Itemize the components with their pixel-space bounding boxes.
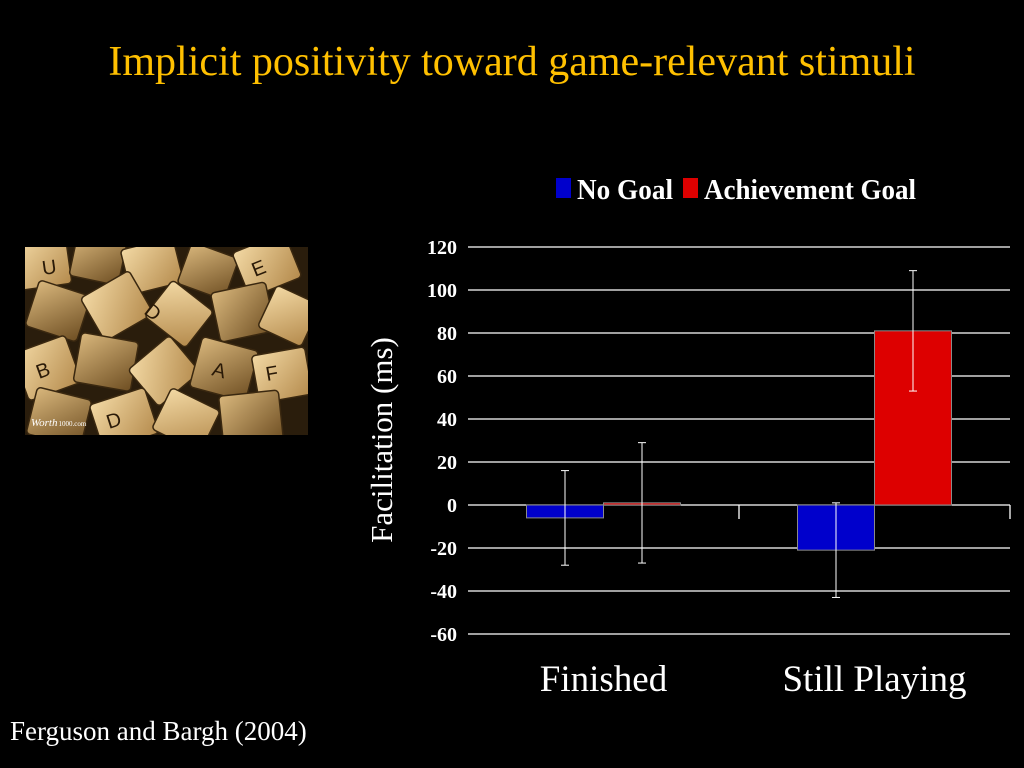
svg-text:D: D: [104, 408, 125, 433]
error-bar: [832, 502, 840, 598]
y-tick-label: -40: [430, 581, 457, 603]
legend-swatch-no-goal: [556, 178, 571, 198]
x-category-label: Still Playing: [782, 659, 966, 700]
y-tick-label: 80: [437, 323, 457, 345]
photo-watermark: Worth1000.com: [31, 417, 86, 429]
y-tick-label: 40: [437, 409, 457, 431]
chart-legend: No Goal Achievement Goal: [556, 175, 916, 206]
photo-watermark-suffix: 1000.com: [58, 420, 87, 428]
chart-error-bars: [561, 270, 917, 598]
y-tick-label: -60: [430, 624, 457, 646]
y-tick-label: -20: [430, 538, 457, 560]
svg-text:F: F: [264, 362, 280, 386]
svg-text:A: A: [210, 359, 229, 384]
error-bar: [909, 270, 917, 392]
citation: Ferguson and Bargh (2004): [10, 716, 307, 746]
slide-title: Implicit positivity toward game-relevant…: [108, 39, 916, 85]
y-tick-label: 100: [427, 280, 457, 302]
scrabble-tiles-image: U D E B A D F: [25, 247, 308, 435]
photo-watermark-text: Worth: [31, 417, 58, 429]
legend-label: No Goal: [577, 175, 673, 206]
y-tick-label: 120: [427, 237, 457, 259]
svg-text:U: U: [41, 256, 58, 280]
y-tick-label: 0: [447, 495, 457, 517]
error-bar: [561, 470, 569, 566]
x-category-label: Finished: [540, 659, 668, 700]
y-tick-label: 60: [437, 366, 457, 388]
error-bar: [638, 442, 646, 564]
y-axis-tick-labels: 120 100 80 60 40 20 0 -20 -40 -60: [427, 237, 457, 646]
x-axis-category-labels: Finished Still Playing: [540, 659, 967, 700]
legend-label: Achievement Goal: [704, 175, 916, 206]
scrabble-tiles-photo: U D E B A D F Worth1000.com: [25, 247, 308, 435]
y-tick-label: 20: [437, 452, 457, 474]
legend-swatch-achievement-goal: [683, 178, 698, 198]
y-axis-label: Facilitation (ms): [364, 337, 399, 543]
